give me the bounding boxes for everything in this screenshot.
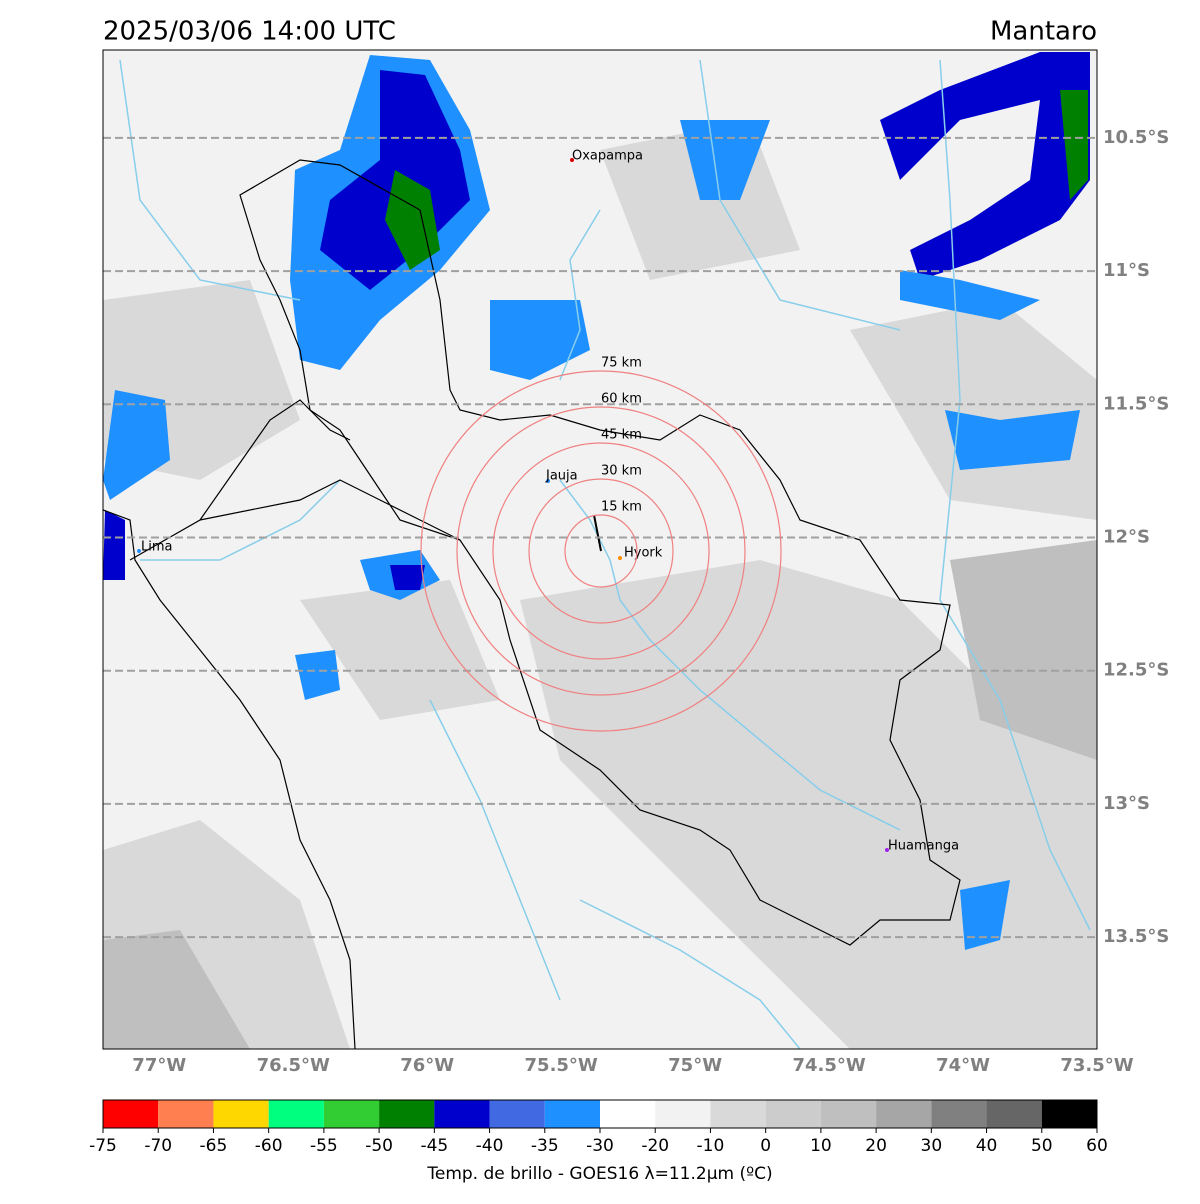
colorbar-segment: [544, 1100, 600, 1128]
colorbar-tick-label: 40: [976, 1136, 998, 1156]
lat-tick-label: 11°S: [1103, 260, 1150, 281]
axes: 10.5°S 11°S 11.5°S 12°S 12.5°S 13°S 13.5°S 77°W…: [89, 127, 1169, 1156]
range-ring: [564, 514, 638, 588]
lon-tick-label: 77°W: [132, 1055, 186, 1076]
colorbar-segment: [489, 1100, 545, 1128]
colorbar-tick-label: -20: [641, 1136, 669, 1156]
colorbar-segment: [931, 1100, 987, 1128]
colorbar-tick-label: 20: [865, 1136, 887, 1156]
map-area: Oxapampa Jauja Hyork Lima Huamanga 15 km…: [103, 50, 1097, 1049]
lon-tick-label: 76.5°W: [257, 1055, 330, 1076]
colorbar-segment: [765, 1100, 821, 1128]
colorbar-tick-label: -10: [697, 1136, 725, 1156]
place-label: Oxapampa: [572, 149, 643, 164]
lon-tick-label: 74.5°W: [792, 1055, 865, 1076]
basin-boundary: [239, 159, 961, 946]
lon-tick-label: 74°W: [936, 1055, 990, 1076]
lon-tick-label: 75.5°W: [525, 1055, 598, 1076]
colorbar-tick-label: 0: [760, 1136, 771, 1156]
place-label: Huamanga: [888, 839, 959, 854]
convection: [103, 52, 1090, 950]
place-label: Hyork: [624, 546, 663, 561]
colorbar-segment: [323, 1100, 380, 1128]
lat-tick-label: 12°S: [1103, 527, 1150, 548]
colorbar-segment: [600, 1100, 656, 1128]
overlay: 15 km 30 km 45 km 60 km 75 km: [103, 136, 1097, 939]
colorbar-tick-label: 60: [1086, 1136, 1108, 1156]
range-ring: [420, 370, 782, 732]
place-label: Jauja: [545, 469, 578, 484]
colorbar-tick-label: -30: [586, 1136, 614, 1156]
range-ring: [528, 478, 674, 624]
range-ring: [456, 406, 746, 696]
colorbar-tick-label: 10: [810, 1136, 832, 1156]
colorbar-segment: [268, 1100, 324, 1128]
lat-tick-label: 13.5°S: [1103, 926, 1169, 947]
colorbar-segment: [434, 1100, 490, 1128]
range-ring-label: 60 km: [601, 392, 642, 407]
colorbar-label: Temp. de brillo - GOES16 λ=11.2μm (ºC): [426, 1164, 772, 1184]
colorbar-segment: [379, 1100, 435, 1128]
colorbar-tick-label: -35: [531, 1136, 559, 1156]
lat-tick-label: 13°S: [1103, 793, 1150, 814]
range-ring-label: 30 km: [601, 464, 642, 479]
colorbar-segment: [213, 1100, 269, 1128]
colorbar-segment: [986, 1100, 1042, 1128]
lon-tick-label: 73.5°W: [1060, 1055, 1133, 1076]
colorbar-segment: [655, 1100, 711, 1128]
colorbar-segment: [1041, 1100, 1097, 1128]
colorbar-tick-label: -60: [255, 1136, 283, 1156]
colorbar-tick-label: -65: [200, 1136, 228, 1156]
region-boundary: [129, 399, 461, 561]
lat-tick-label: 10.5°S: [1103, 127, 1169, 148]
colorbar-segment: [710, 1100, 766, 1128]
range-ring-label: 45 km: [601, 428, 642, 443]
colorbar-segment: [158, 1100, 214, 1128]
colorbar-tick-label: -55: [310, 1136, 338, 1156]
lon-tick-label: 76°W: [400, 1055, 454, 1076]
map-frame: [102, 49, 1098, 1050]
lat-tick-label: 12.5°S: [1103, 660, 1169, 681]
lat-tick-label: 11.5°S: [1103, 393, 1169, 414]
colorbar-tick-label: -40: [476, 1136, 504, 1156]
place-label: Lima: [141, 540, 172, 555]
place-markers: [137, 158, 889, 852]
coastline: [103, 509, 356, 1049]
title-right: Mantaro: [990, 17, 1097, 47]
colorbar-tick-label: -50: [365, 1136, 393, 1156]
range-ring-label: 75 km: [601, 356, 642, 371]
title-left: 2025/03/06 14:00 UTC: [103, 17, 396, 47]
colorbar-tick-label: -45: [420, 1136, 448, 1156]
range-ring: [492, 442, 710, 660]
colorbar-tick-label: 30: [921, 1136, 943, 1156]
colorbar-segment: [876, 1100, 932, 1128]
lon-tick-label: 75°W: [668, 1055, 722, 1076]
cloud-shading-dark: [103, 540, 1097, 1049]
colorbar-segment: [103, 1100, 159, 1128]
colorbar-tick-label: 50: [1031, 1136, 1053, 1156]
colorbar-segment: [820, 1100, 877, 1128]
colorbar-tick-label: -70: [144, 1136, 172, 1156]
colorbar-tick-label: -75: [89, 1136, 117, 1156]
range-ring-label: 15 km: [601, 500, 642, 515]
